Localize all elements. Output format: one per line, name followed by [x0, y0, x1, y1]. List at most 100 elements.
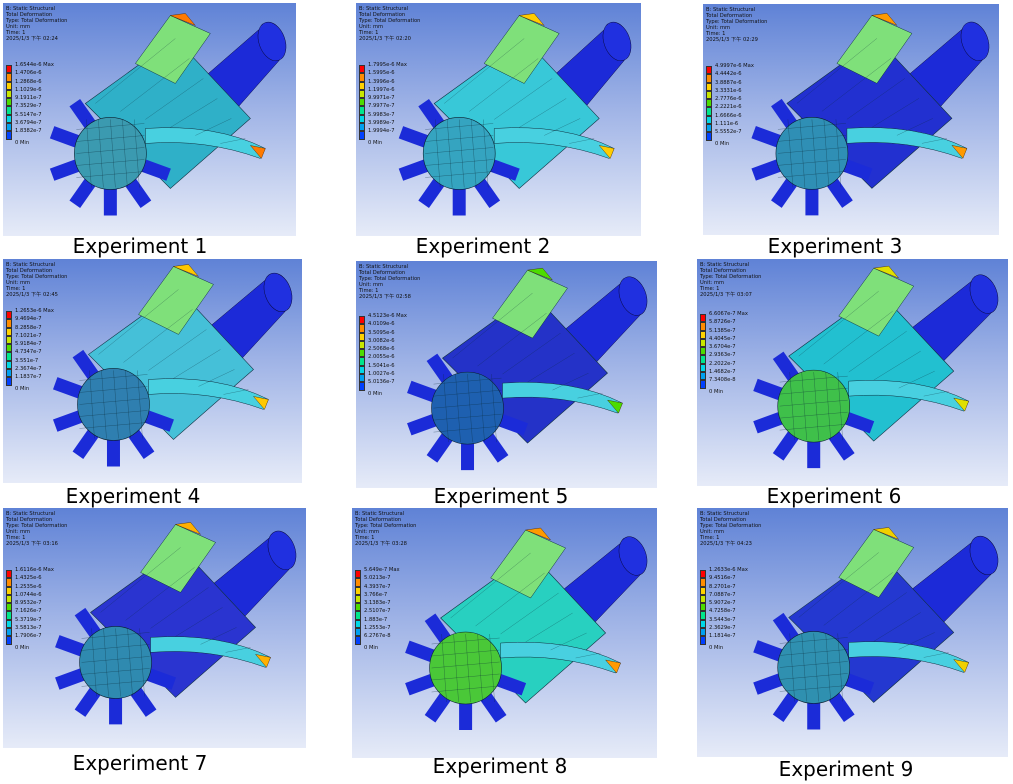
mesh-line — [148, 329, 207, 371]
mesh-line — [823, 572, 893, 626]
header-line: Total Deformation — [706, 13, 753, 19]
hub-sphere — [77, 368, 150, 441]
experiment-caption: Experiment 7 — [72, 751, 208, 775]
result-header: B: Static Structural Total Deformation Typ… — [359, 6, 420, 42]
legend-label: 4.9997e-6 Max — [715, 63, 754, 69]
mesh-line — [139, 628, 145, 697]
header-line: 2025/1/3 下午 02:24 — [6, 36, 58, 42]
legend-swatch — [700, 594, 706, 604]
header-line: Unit: mm — [359, 24, 384, 30]
blade-top-hotspot — [174, 522, 201, 535]
mesh-line — [823, 310, 893, 365]
mesh-line — [848, 592, 907, 634]
mesh-line — [120, 58, 190, 112]
mesh-line — [779, 411, 848, 419]
mesh-line — [813, 372, 819, 441]
mesh-line — [76, 135, 145, 142]
legend-swatch — [355, 603, 361, 612]
result-header: B: Static Structural Total Deformation Typ… — [359, 264, 420, 300]
legend-swatch — [359, 374, 365, 383]
deformation-model — [753, 527, 999, 730]
mesh-line — [798, 552, 879, 618]
blade-top-hotspot — [169, 13, 196, 26]
mesh-line — [137, 370, 143, 439]
legend-label: 2.0055e-6 — [368, 354, 395, 361]
header-line: Total Deformation — [359, 12, 406, 18]
legend-label: 2.3674e-7 — [15, 366, 42, 373]
mesh-line — [777, 171, 846, 178]
header-line: Type: Total Deformation — [6, 523, 68, 529]
result-panel-1: B: Static Structural Total Deformation Typ… — [3, 3, 296, 236]
legend-swatch — [355, 611, 361, 620]
legend-label: 1.6666e-6 — [715, 112, 742, 119]
header-line: Type: Total Deformation — [359, 18, 421, 24]
header-line: Time: 1 — [359, 30, 379, 36]
mesh-line — [801, 633, 807, 702]
mesh-line — [837, 372, 843, 441]
legend-label: 1.111e-6 — [715, 121, 739, 128]
legend-swatch — [6, 369, 12, 378]
legend-label: 4.4045e-7 — [709, 335, 736, 342]
legend-label: 5.3719e-7 — [15, 616, 42, 623]
legend-label: 2.5107e-7 — [364, 608, 391, 615]
mesh-line — [779, 399, 848, 407]
legend-swatch — [706, 107, 712, 116]
header-line: Time: 1 — [6, 535, 26, 541]
result-header: B: Static Structural Total Deformation Typ… — [700, 511, 761, 547]
mesh-line — [447, 119, 453, 188]
result-panel-7: B: Static Structural Total Deformation Typ… — [3, 508, 306, 748]
mesh-line — [115, 628, 121, 697]
legend-label: 6.6067e-7 Max — [709, 311, 748, 317]
header-line: 2025/1/3 下午 03:16 — [6, 541, 58, 547]
mesh-line — [134, 119, 140, 188]
header-line: Type: Total Deformation — [6, 274, 68, 280]
mesh-line — [459, 119, 465, 188]
mesh-line — [145, 78, 204, 120]
experiment-caption: Experiment 8 — [432, 754, 568, 778]
mesh-line — [898, 370, 935, 389]
header-line: Total Deformation — [359, 270, 406, 276]
header-line: Time: 1 — [706, 31, 726, 37]
header-line: B: Static Structural — [355, 511, 405, 517]
hub-sphere — [431, 371, 504, 445]
mesh-line — [425, 171, 494, 178]
legend-swatch — [6, 586, 12, 595]
legend-swatch — [359, 382, 365, 391]
legend-swatch — [700, 628, 706, 637]
mesh-line — [502, 332, 561, 375]
legend-label: 7.1626e-7 — [15, 608, 42, 615]
blade-top-hotspot — [524, 527, 551, 541]
header-line: Type: Total Deformation — [700, 274, 762, 280]
legend-swatch — [700, 636, 706, 645]
legend-label: 1.1029e-6 — [15, 86, 42, 93]
header-line: Unit: mm — [706, 25, 731, 31]
result-panel-6: B: Static Structural Total Deformation Typ… — [697, 259, 1008, 486]
mesh-line — [425, 159, 494, 166]
experiment-caption: Experiment 1 — [72, 234, 208, 258]
header-line: Total Deformation — [6, 12, 53, 18]
legend-swatch — [6, 65, 12, 74]
mesh-line — [433, 425, 502, 433]
legend-label: 3.8887e-6 — [715, 79, 742, 86]
blade-curved-hotspot — [598, 145, 615, 159]
mesh-line — [431, 685, 500, 693]
legend-label: 5.0213e-7 — [364, 575, 391, 582]
legend-label: 7.0887e-7 — [709, 591, 736, 598]
mesh-line — [223, 389, 249, 395]
experiment-caption: Experiment 9 — [778, 757, 914, 781]
blade-top — [838, 267, 915, 337]
mesh-line — [76, 123, 145, 130]
legend-swatch — [359, 65, 365, 74]
mesh-line — [98, 289, 179, 355]
legend-label: 3.0082e-6 — [368, 337, 395, 344]
deformation-model — [751, 13, 990, 216]
mesh-line — [475, 572, 545, 627]
deformation-model — [398, 13, 632, 216]
result-panel-8: B: Static Structural Total Deformation Typ… — [352, 508, 657, 758]
mesh-line — [81, 680, 150, 687]
header-line: B: Static Structural — [700, 262, 750, 268]
mesh-line — [425, 123, 494, 130]
experiment-caption: Experiment 5 — [433, 484, 569, 508]
hub-sphere — [422, 117, 496, 190]
mesh-line — [873, 350, 921, 381]
